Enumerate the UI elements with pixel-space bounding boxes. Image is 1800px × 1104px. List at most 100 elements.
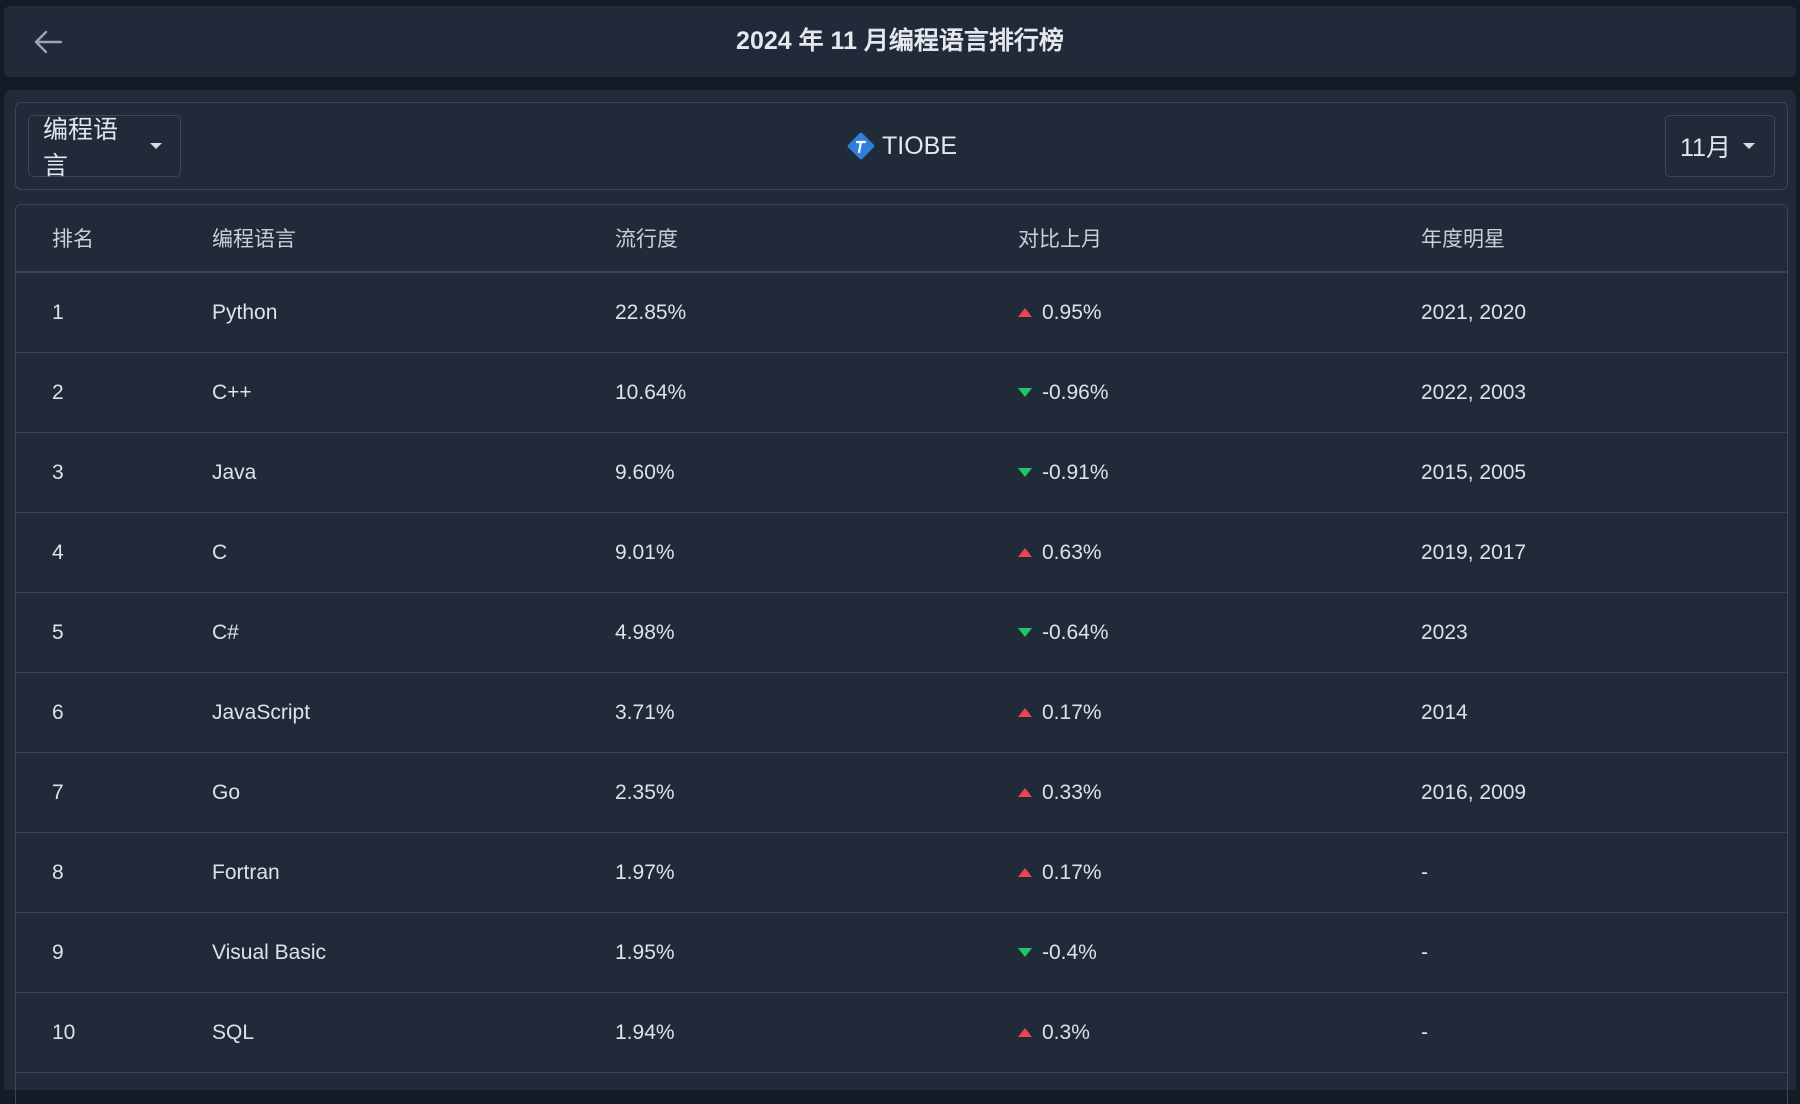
language-cell: JavaScript — [212, 700, 311, 724]
popularity-cell: 22.85% — [615, 300, 687, 324]
arrow-left-icon — [34, 30, 63, 54]
change-cell: -0.91% — [1018, 433, 1109, 512]
filter-toolbar: TIOBE 编程语言 11月 — [15, 102, 1788, 190]
popularity-cell: 9.01% — [615, 540, 675, 564]
category-select-label: 编程语言 — [43, 116, 119, 180]
table-row: 7 Go 2.35% 0.33% 2016, 2009 — [16, 753, 1787, 833]
header-rank: 排名 — [52, 228, 94, 251]
change-value: -0.96% — [1042, 380, 1109, 404]
table-row: 3 Java 9.60% -0.91% 2015, 2005 — [16, 433, 1787, 513]
trend-up-icon — [1018, 548, 1032, 557]
trend-up-icon — [1018, 1028, 1032, 1037]
change-value: -0.4% — [1042, 940, 1097, 964]
language-cell: Python — [212, 300, 278, 324]
back-button[interactable] — [28, 26, 68, 58]
header-language: 编程语言 — [212, 228, 296, 251]
rank-cell: 3 — [52, 460, 64, 484]
rank-cell: 9 — [52, 940, 64, 964]
brand-name: TIOBE — [881, 131, 957, 160]
page-title: 2024 年 11 月编程语言排行榜 — [736, 27, 1064, 55]
change-cell: -0.4% — [1018, 913, 1097, 992]
rank-cell: 1 — [52, 300, 64, 324]
table-row: 6 JavaScript 3.71% 0.17% 2014 — [16, 673, 1787, 753]
change-cell: 0.95% — [1018, 273, 1102, 352]
month-select-label: 11月 — [1680, 134, 1731, 162]
change-cell: -0.96% — [1018, 353, 1109, 432]
change-cell: -0.64% — [1018, 593, 1109, 672]
trend-up-icon — [1018, 708, 1032, 717]
change-value: 0.63% — [1042, 540, 1102, 564]
table-row: 2 C++ 10.64% -0.96% 2022, 2003 — [16, 353, 1787, 433]
popularity-cell: 9.60% — [615, 460, 675, 484]
star-years-cell: - — [1421, 940, 1428, 964]
popularity-cell: 1.95% — [615, 940, 675, 964]
month-select[interactable]: 11月 — [1665, 115, 1775, 177]
change-value: 0.95% — [1042, 300, 1102, 324]
language-cell: Fortran — [212, 860, 280, 884]
star-years-cell: 2016, 2009 — [1421, 780, 1527, 804]
language-cell: Visual Basic — [212, 940, 327, 964]
popularity-cell: 1.94% — [615, 1020, 675, 1044]
table-row: 4 C 9.01% 0.63% 2019, 2017 — [16, 513, 1787, 593]
change-cell: 0.63% — [1018, 513, 1102, 592]
ranking-table: 排名 编程语言 流行度 对比上月 年度明星 1 Python 22.85% 0.… — [15, 204, 1788, 1104]
language-cell: Go — [212, 780, 241, 804]
star-years-cell: 2014 — [1421, 700, 1468, 724]
star-years-cell: - — [1421, 1020, 1428, 1044]
rank-cell: 8 — [52, 860, 64, 884]
header-change: 对比上月 — [1018, 228, 1102, 251]
popularity-cell: 2.35% — [615, 780, 675, 804]
change-value: -0.91% — [1042, 460, 1109, 484]
table-row: 10 SQL 1.94% 0.3% - — [16, 993, 1787, 1073]
language-cell: C — [212, 540, 228, 564]
star-years-cell: 2015, 2005 — [1421, 460, 1527, 484]
category-select[interactable]: 编程语言 — [28, 115, 181, 180]
trend-down-icon — [1018, 388, 1032, 397]
language-cell: SQL — [212, 1020, 255, 1044]
rank-cell: 2 — [52, 380, 64, 404]
rank-cell: 6 — [52, 700, 64, 724]
popularity-cell: 10.64% — [615, 380, 687, 404]
header-popularity: 流行度 — [615, 228, 678, 251]
star-years-cell: 2022, 2003 — [1421, 380, 1527, 404]
header-star-years: 年度明星 — [1421, 228, 1505, 251]
rank-cell: 4 — [52, 540, 64, 564]
trend-up-icon — [1018, 788, 1032, 797]
trend-up-icon — [1018, 868, 1032, 877]
rank-cell: 7 — [52, 780, 64, 804]
change-cell: 0.17% — [1018, 673, 1102, 752]
language-cell: C# — [212, 620, 239, 644]
table-row: 1 Python 22.85% 0.95% 2021, 2020 — [16, 273, 1787, 353]
language-cell: Java — [212, 460, 257, 484]
rank-cell: 10 — [52, 1020, 76, 1044]
brand-label: TIOBE — [16, 103, 1787, 189]
ranking-panel: TIOBE 编程语言 11月 排名 编程语言 流行度 对比上月 年度明星 1 P… — [4, 90, 1796, 1104]
trend-up-icon — [1018, 308, 1032, 317]
trend-down-icon — [1018, 628, 1032, 637]
popularity-cell: 3.71% — [615, 700, 675, 724]
table-header-row: 排名 编程语言 流行度 对比上月 年度明星 — [16, 205, 1787, 273]
change-value: 0.17% — [1042, 700, 1102, 724]
change-cell: 0.3% — [1018, 993, 1090, 1072]
star-years-cell: 2021, 2020 — [1421, 300, 1527, 324]
change-value: 0.3% — [1042, 1020, 1090, 1044]
top-bar: 2024 年 11 月编程语言排行榜 — [4, 6, 1796, 77]
language-cell: C++ — [212, 380, 252, 404]
tiobe-logo-icon — [847, 132, 875, 160]
popularity-cell: 4.98% — [615, 620, 675, 644]
rank-cell: 5 — [52, 620, 64, 644]
change-value: 0.33% — [1042, 780, 1102, 804]
trend-down-icon — [1018, 948, 1032, 957]
change-value: 0.17% — [1042, 860, 1102, 884]
popularity-cell: 1.97% — [615, 860, 675, 884]
caret-down-icon — [150, 143, 162, 149]
trend-down-icon — [1018, 468, 1032, 477]
change-cell: 0.33% — [1018, 753, 1102, 832]
star-years-cell: 2019, 2017 — [1421, 540, 1527, 564]
change-cell: 0.17% — [1018, 833, 1102, 912]
table-row: 5 C# 4.98% -0.64% 2023 — [16, 593, 1787, 673]
caret-down-icon — [1742, 143, 1755, 149]
star-years-cell: 2023 — [1421, 620, 1468, 644]
table-row: 9 Visual Basic 1.95% -0.4% - — [16, 913, 1787, 993]
change-value: -0.64% — [1042, 620, 1109, 644]
